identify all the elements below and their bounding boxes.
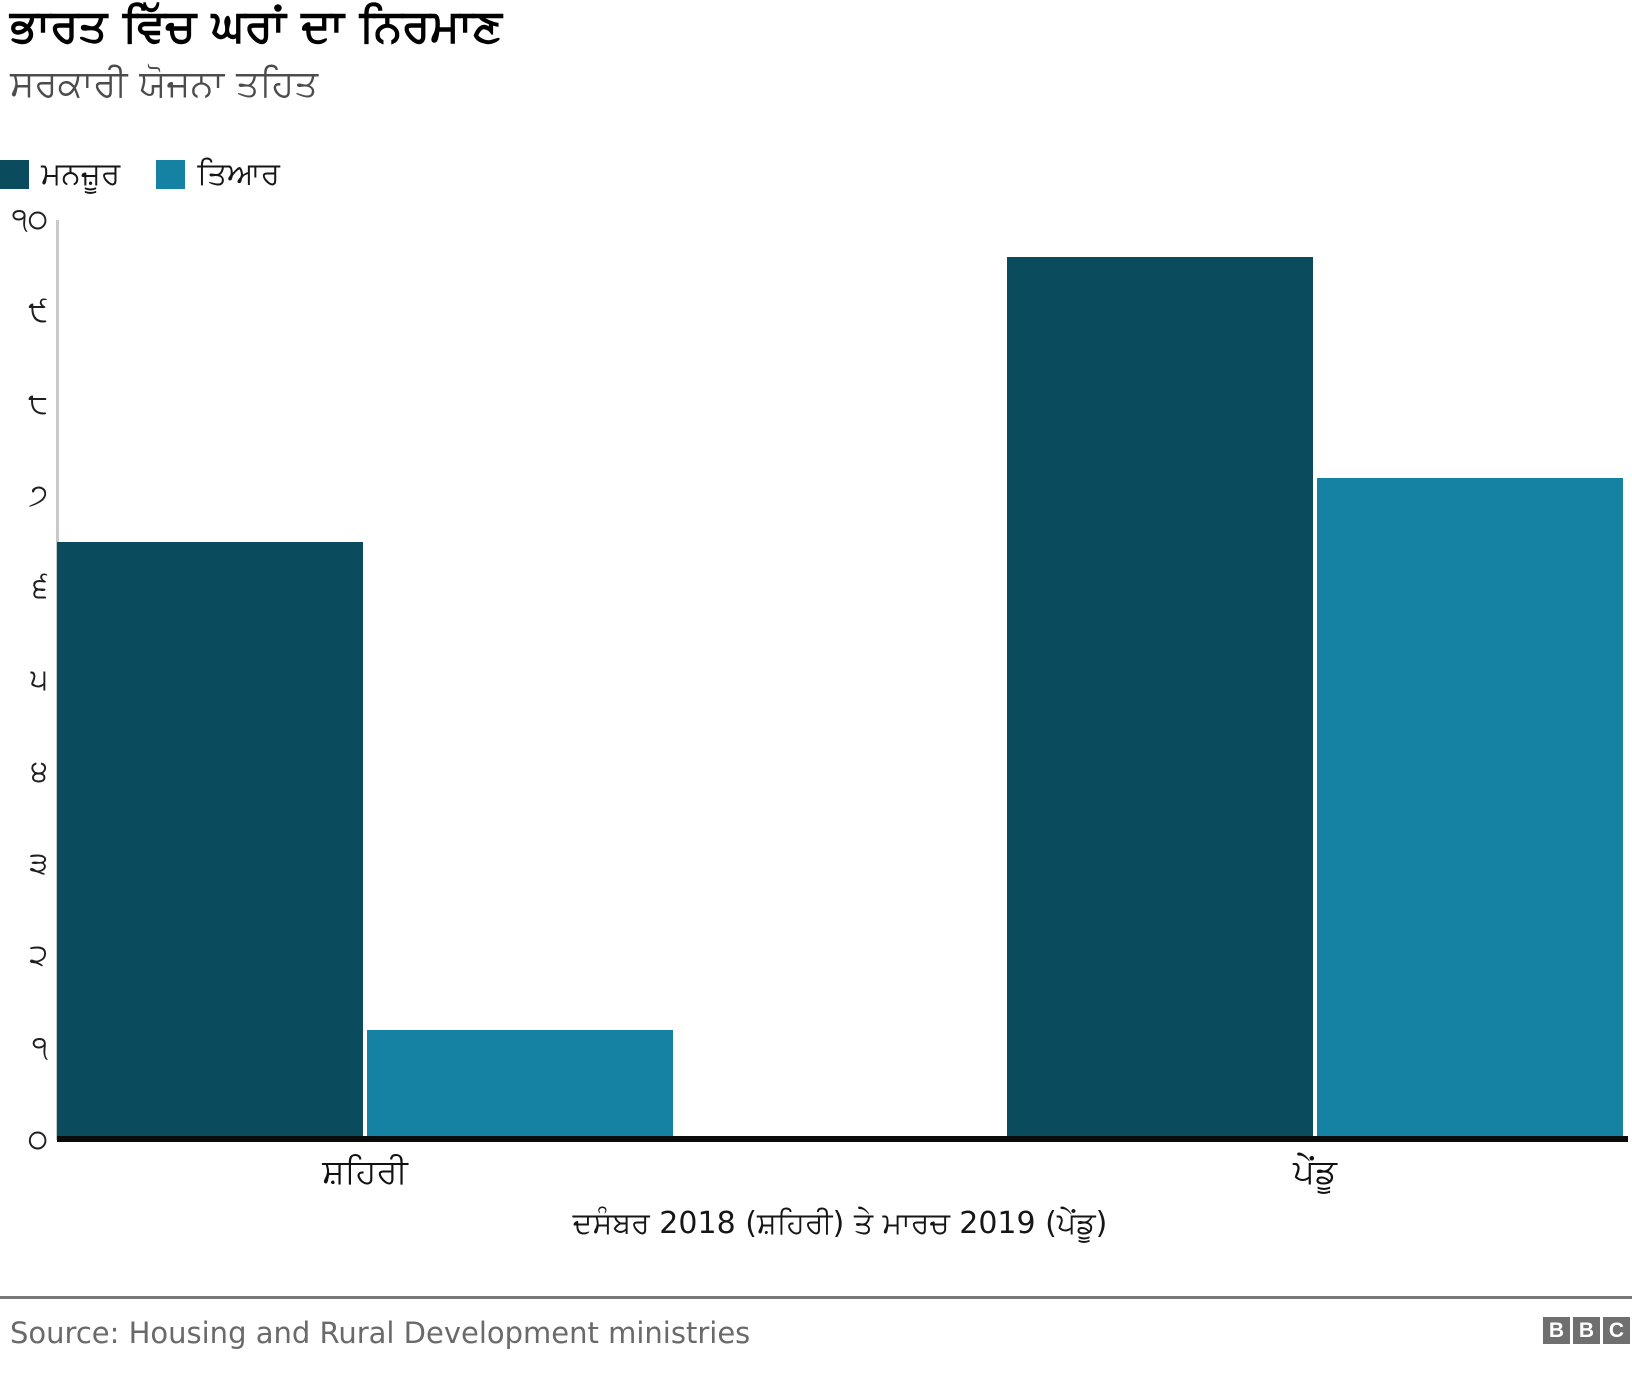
page-subtitle: ਸਰਕਾਰੀ ਯੋਜਨਾ ਤਹਿਤ bbox=[10, 62, 319, 105]
source-text: Source: Housing and Rural Development mi… bbox=[10, 1316, 751, 1350]
page-title: ਭਾਰਤ ਵਿੱਚ ਘਰਾਂ ਦਾ ਨਿਰਮਾਣ bbox=[10, 0, 502, 52]
bbc-logo-letter: B bbox=[1573, 1317, 1600, 1344]
y-tick-label: ੭ bbox=[28, 478, 48, 513]
bbc-logo-letter: C bbox=[1603, 1317, 1630, 1344]
y-tick-label: ੧੦ bbox=[11, 202, 48, 237]
bar bbox=[1007, 256, 1313, 1140]
legend-item-approved: ਮਨਜ਼ੂਰ bbox=[0, 156, 120, 193]
y-tick-label: ੩ bbox=[29, 846, 48, 881]
y-tick-label: ੪ bbox=[30, 754, 48, 789]
bar bbox=[57, 542, 363, 1140]
y-tick-label: ੬ bbox=[32, 570, 48, 605]
y-tick-label: ੨ bbox=[29, 938, 48, 973]
legend-swatch-built bbox=[156, 160, 186, 189]
bar bbox=[367, 1029, 673, 1140]
bar bbox=[1317, 477, 1623, 1140]
x-axis-caption: ਦਸੰਬਰ 2018 (ਸ਼ਹਿਰੀ) ਤੇ ਮਾਰਚ 2019 (ਪੇਂਡੂ) bbox=[572, 1206, 1108, 1241]
bbc-logo-letter: B bbox=[1543, 1317, 1570, 1344]
legend-item-built: ਤਿਆਰ bbox=[156, 156, 280, 193]
legend: ਮਨਜ਼ੂਰ ਤਿਆਰ bbox=[0, 156, 316, 193]
x-axis-baseline bbox=[57, 1136, 1628, 1142]
y-tick-label: ੯ bbox=[28, 294, 48, 329]
y-tick-label: ੧ bbox=[31, 1030, 48, 1065]
y-tick-label: ੮ bbox=[28, 386, 48, 421]
footer-divider bbox=[0, 1296, 1632, 1299]
legend-label-approved: ਮਨਜ਼ੂਰ bbox=[41, 156, 121, 192]
bbc-logo: B B C bbox=[1543, 1317, 1632, 1344]
category-label-rural: ਪੇਂਡੂ bbox=[1292, 1152, 1338, 1192]
legend-swatch-approved bbox=[0, 160, 29, 189]
y-tick-label: ੫ bbox=[30, 662, 48, 697]
y-tick-label: ੦ bbox=[27, 1122, 48, 1157]
category-label-urban: ਸ਼ਹਿਰੀ bbox=[322, 1152, 408, 1192]
legend-label-built: ਤਿਆਰ bbox=[197, 156, 280, 192]
